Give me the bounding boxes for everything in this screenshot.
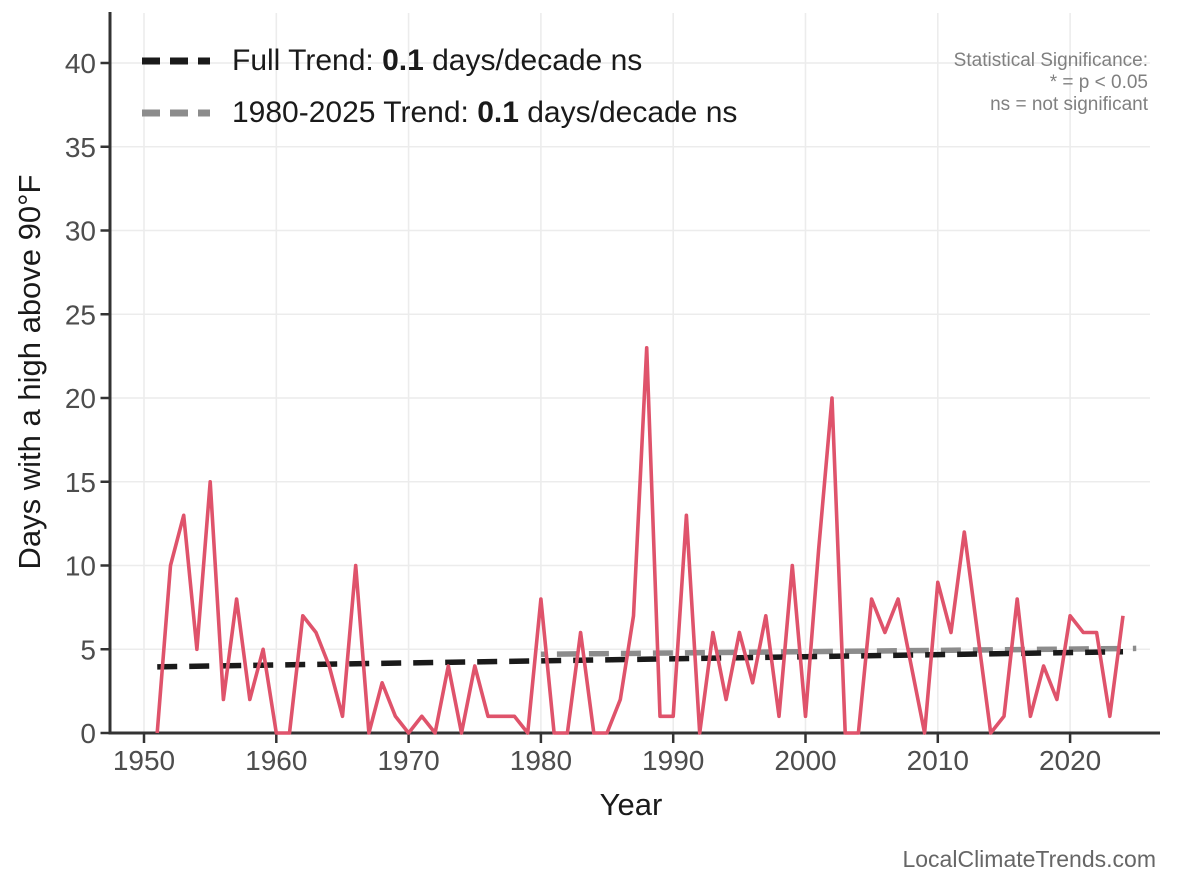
y-tick-label: 5 (80, 634, 96, 665)
trend-line-1980-2025 (540, 645, 1137, 658)
trend-line-full (157, 649, 1124, 670)
y-tick-label: 10 (65, 551, 96, 582)
legend-label: 1980-2025 Trend: 0.1 days/decade ns (232, 96, 738, 129)
x-tick-label: 2010 (907, 745, 969, 776)
dashed-line-swatch-gray (142, 109, 210, 117)
legend-label: Full Trend: 0.1 days/decade ns (232, 44, 643, 77)
x-tick-label: 2020 (1039, 745, 1101, 776)
significance-line: * = p < 0.05 (1049, 72, 1148, 93)
chart-legend: Full Trend: 0.1 days/decade ns 1980-2025… (142, 44, 737, 148)
x-tick-label: 1970 (377, 745, 439, 776)
y-axis-title: Days with a high above 90°F (12, 174, 47, 570)
x-tick-label: 1960 (245, 745, 307, 776)
dashed-line-swatch-black (142, 57, 210, 65)
y-tick-label: 15 (65, 467, 96, 498)
data-series-line (155, 345, 1125, 735)
significance-line: ns = not significant (990, 94, 1148, 115)
y-tick-label: 40 (65, 48, 96, 79)
x-tick-label: 1990 (642, 745, 704, 776)
legend-item-1980-2025-trend: 1980-2025 Trend: 0.1 days/decade ns (142, 96, 737, 130)
y-tick-label: 30 (65, 216, 96, 247)
x-tick-label: 2000 (774, 745, 836, 776)
x-axis-title: Year (599, 787, 663, 822)
x-tick-label: 1980 (510, 745, 572, 776)
x-tick-label: 1950 (113, 745, 175, 776)
significance-title: Statistical Significance: (953, 50, 1148, 71)
y-tick-label: 35 (65, 132, 96, 163)
y-tick-label: 20 (65, 383, 96, 414)
y-tick-label: 25 (65, 299, 96, 330)
legend-item-full-trend: Full Trend: 0.1 days/decade ns (142, 44, 737, 78)
y-tick-label: 0 (80, 718, 96, 749)
watermark: LocalClimateTrends.com (902, 846, 1156, 872)
significance-note: Statistical Significance: * = p < 0.05 n… (954, 50, 1148, 116)
